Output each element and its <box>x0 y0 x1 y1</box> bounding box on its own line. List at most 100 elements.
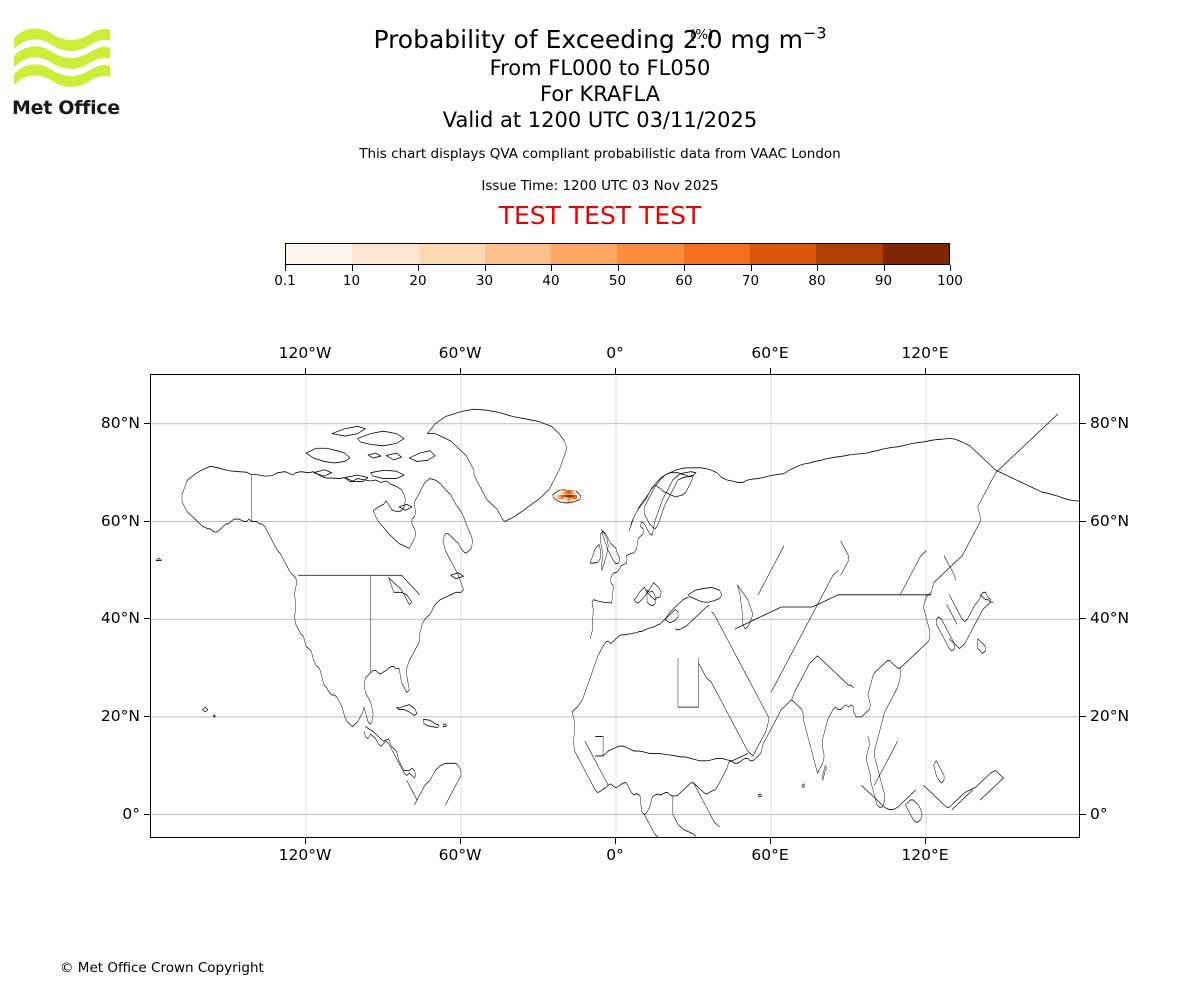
issue-time-label: Issue Time: 1200 UTC 03 Nov 2025 <box>481 178 719 194</box>
xtick-mark-bot-0 <box>305 838 306 844</box>
ytick-label-right-0: 0° <box>1090 804 1108 823</box>
colorbar-tick-label-0: 0.1 <box>274 273 296 289</box>
ytick-mark-right-2 <box>1080 618 1086 620</box>
colorbar-tick-label-5: 50 <box>608 273 627 289</box>
xtick-label-top-4: 120°E <box>901 344 949 362</box>
valid-time-subtitle: Valid at 1200 UTC 03/11/2025 <box>442 108 758 132</box>
ytick-mark-left-3 <box>144 520 150 522</box>
map-frame[interactable] <box>150 374 1080 838</box>
colorbar-tick-2 <box>418 265 419 271</box>
flight-level-subtitle: From FL000 to FL050 <box>489 56 711 80</box>
ytick-label-right-2: 40°N <box>1090 609 1130 628</box>
colorbar-tick-10 <box>950 265 951 271</box>
xtick-label-top-1: 60°W <box>438 344 482 362</box>
colorbar-segment-9 <box>882 244 949 264</box>
xtick-label-top-3: 60°E <box>751 344 789 362</box>
plume-cell-14 <box>563 497 566 502</box>
ytick-label-right-4: 80°N <box>1090 413 1130 432</box>
met-office-wave-mark <box>14 28 110 87</box>
colorbar-tick-6 <box>684 265 685 271</box>
xtick-mark-bot-3 <box>770 838 771 844</box>
colorbar-tick-label-7: 70 <box>741 273 760 289</box>
plume-cell-8 <box>560 490 564 495</box>
ytick-label-left-1: 20°N <box>100 706 140 725</box>
plume-cell-16 <box>568 497 571 502</box>
ytick-label-left-0: 0° <box>122 804 140 823</box>
colorbar-tick-9 <box>883 265 885 271</box>
plume-cell-12 <box>570 490 574 495</box>
xtick-label-bot-0: 120°W <box>278 846 332 864</box>
colorbar-tick-4 <box>551 265 552 271</box>
xtick-mark-top-2 <box>615 368 616 374</box>
colorbar-segment-1 <box>352 244 419 264</box>
volcano-subtitle: For KRAFLA <box>540 82 660 106</box>
ytick-mark-right-0 <box>1080 813 1086 815</box>
xtick-label-bot-2: 0° <box>606 846 624 864</box>
xtick-label-bot-4: 120°E <box>901 846 949 864</box>
colorbar-segment-2 <box>418 244 485 264</box>
colorbar-segment-3 <box>484 244 552 264</box>
colorbar-tick-label-4: 40 <box>542 273 560 289</box>
test-banner: TEST TEST TEST <box>498 201 702 230</box>
world-map[interactable]: 120°W 120°W 60°W 60°W 0° 0° 60°E 60°E 120°E 120°E… <box>101 344 1129 864</box>
colorbar-segment-5 <box>617 244 684 264</box>
colorbar-tick-8 <box>817 265 818 271</box>
ytick-label-left-3: 60°N <box>100 511 140 530</box>
colorbar-tick-label-9: 90 <box>874 273 893 289</box>
copyright-label: © Met Office Crown Copyright <box>60 960 264 976</box>
met-office-wordmark: Met Office <box>12 97 120 119</box>
plume-cell-5 <box>569 494 573 500</box>
ytick-label-left-4: 80°N <box>100 413 140 432</box>
map-gridlines <box>151 375 1079 837</box>
ytick-label-left-2: 40°N <box>100 609 140 628</box>
colorbar-tick-label-3: 30 <box>475 273 494 289</box>
plume-cell-13 <box>573 490 576 495</box>
ash-probability-plume <box>556 490 578 502</box>
xtick-label-bot-1: 60°W <box>438 846 482 864</box>
ytick-mark-left-2 <box>144 618 150 620</box>
xtick-mark-bot-4 <box>925 838 926 844</box>
ytick-label-right-1: 20°N <box>1090 706 1130 725</box>
plume-cell-6 <box>572 494 575 500</box>
page-title: Probability of Exceeding 2.0 mg m−3 <box>0 24 1200 55</box>
plume-cell-2 <box>561 494 565 500</box>
ytick-mark-right-4 <box>1080 422 1086 424</box>
colorbar-tick-label-2: 20 <box>409 273 427 289</box>
colorbar-tick-label-8: 80 <box>808 273 826 289</box>
plume-cell-7 <box>574 494 578 500</box>
colorbar-tick-0 <box>285 265 286 271</box>
map-canvas <box>151 375 1079 837</box>
title-block: Probability of Exceeding 2.0 mg m−3 From… <box>0 24 1200 231</box>
plume-cell-17 <box>570 497 574 502</box>
colorbar-tick-5 <box>617 265 619 271</box>
colorbar-units-label: (%) <box>690 27 714 43</box>
colorbar-segment-8 <box>816 244 883 264</box>
colorbar-tick-3 <box>484 265 486 271</box>
xtick-mark-top-3 <box>770 368 771 374</box>
colorbar-segment-4 <box>551 244 618 264</box>
colorbar-gradient <box>285 243 950 265</box>
page-title-text: Probability of Exceeding 2.0 mg m <box>373 25 803 54</box>
xtick-mark-top-1 <box>460 368 461 374</box>
ytick-label-right-3: 60°N <box>1090 511 1130 530</box>
ytick-mark-right-3 <box>1080 520 1086 522</box>
ytick-mark-left-1 <box>144 715 150 717</box>
colorbar-tick-labels: 0.1 10 20 30 40 50 60 70 80 90 100 <box>274 273 963 293</box>
plume-cell-15 <box>565 497 569 502</box>
xtick-mark-top-0 <box>305 368 306 374</box>
colorbar-tick-1 <box>351 265 353 271</box>
map-coastlines <box>155 408 1079 837</box>
ytick-mark-right-1 <box>1080 715 1086 717</box>
ytick-mark-left-0 <box>144 813 150 815</box>
colorbar-tick-label-6: 60 <box>675 273 693 289</box>
plume-cell-11 <box>568 490 571 495</box>
xtick-label-bot-3: 60°E <box>751 846 789 864</box>
page-title-exponent: −3 <box>802 23 827 43</box>
probability-colorbar: 0.1 10 20 30 40 50 60 70 80 90 100 <box>274 243 963 293</box>
colorbar-segment-6 <box>683 244 751 264</box>
plume-cell-9 <box>563 490 566 495</box>
met-office-logo: Met Office <box>12 24 122 119</box>
qva-compliance-note: This chart displays QVA compliant probab… <box>359 146 841 162</box>
plume-cell-3 <box>564 494 567 500</box>
xtick-label-top-2: 0° <box>606 344 624 362</box>
